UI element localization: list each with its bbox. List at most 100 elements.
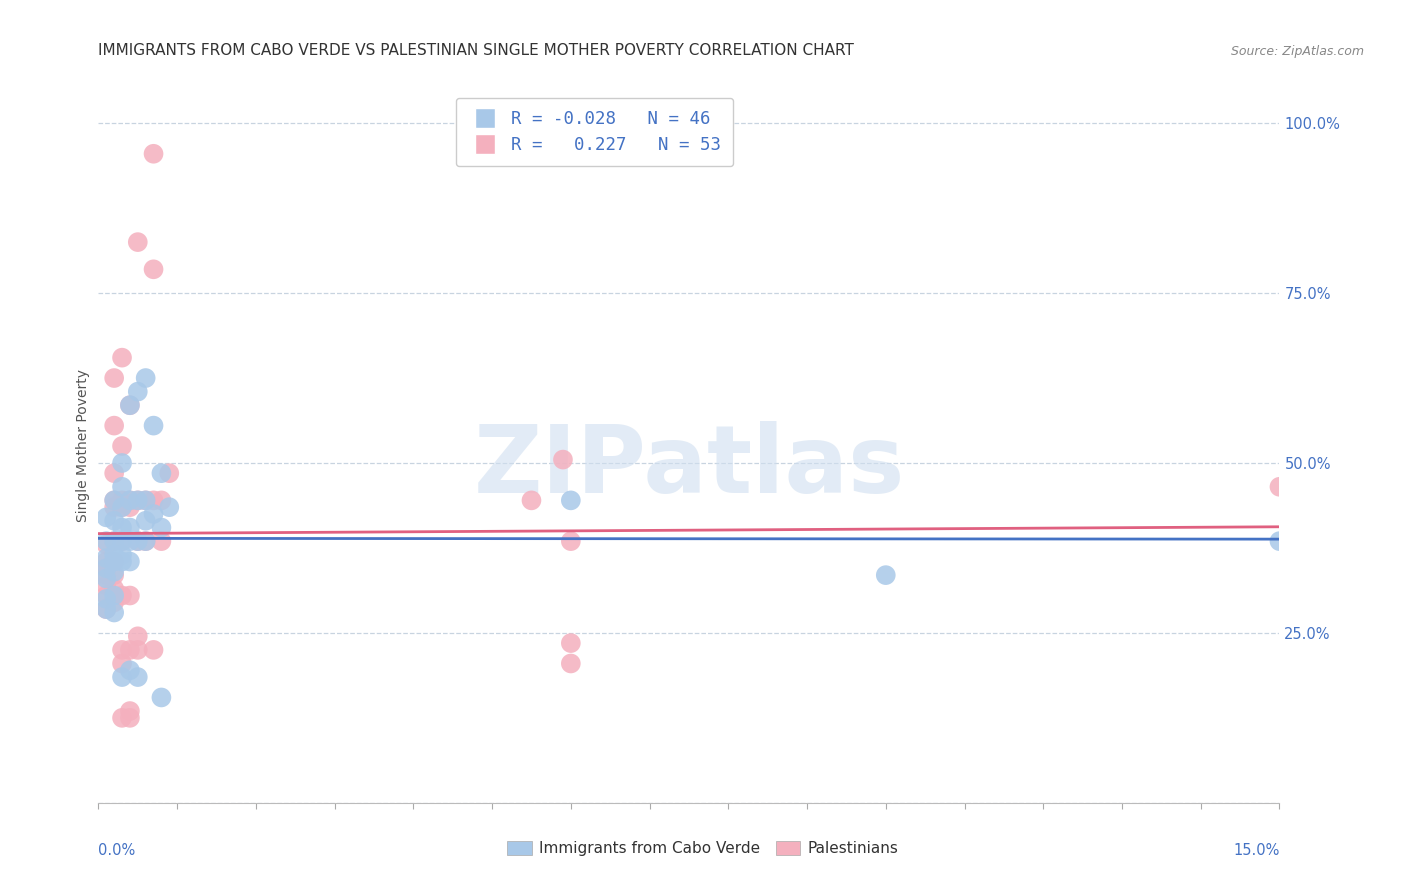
Point [111,500,134,515]
Text: Source: ZipAtlas.com: Source: ZipAtlas.com [1230,45,1364,58]
Point [96,572,118,586]
Point [103,371,125,385]
Point [118,520,141,534]
Point [103,589,125,603]
Point [96,537,118,551]
Point [103,548,125,562]
Point [111,500,134,515]
Point [157,466,180,480]
Point [127,643,149,657]
Point [96,561,118,575]
Y-axis label: Single Mother Poverty: Single Mother Poverty [76,369,90,523]
Point [96,534,118,549]
Point [111,456,134,470]
Point [135,371,157,385]
Point [118,643,141,657]
Point [103,568,125,582]
Point [96,555,118,569]
Point [103,595,125,609]
Point [118,398,141,412]
Point [127,534,149,549]
Point [103,582,125,596]
Point [111,493,134,508]
Point [127,629,149,643]
Point [118,493,141,508]
Point [127,235,149,249]
Point [150,534,173,549]
Text: IMMIGRANTS FROM CABO VERDE VS PALESTINIAN SINGLE MOTHER POVERTY CORRELATION CHAR: IMMIGRANTS FROM CABO VERDE VS PALESTINIA… [98,43,855,58]
Point [135,514,157,528]
Point [560,657,582,671]
Point [560,636,582,650]
Point [96,602,118,616]
Point [150,520,173,534]
Point [111,555,134,569]
Point [118,663,141,677]
Point [103,534,125,549]
Point [142,507,165,521]
Point [127,384,149,399]
Legend: R = -0.028   N = 46, R =   0.227   N = 53: R = -0.028 N = 46, R = 0.227 N = 53 [456,98,733,166]
Point [118,589,141,603]
Point [135,534,157,549]
Point [111,657,134,671]
Point [127,670,149,684]
Point [111,670,134,684]
Point [103,565,125,579]
Text: 0.0%: 0.0% [98,843,135,858]
Point [103,534,125,549]
Point [560,493,582,508]
Point [142,643,165,657]
Point [127,534,149,549]
Point [96,602,118,616]
Point [111,534,134,549]
Point [150,690,173,705]
Point [96,510,118,524]
Point [135,534,157,549]
Point [875,568,897,582]
Text: 15.0%: 15.0% [1233,843,1279,858]
Point [142,262,165,277]
Point [118,555,141,569]
Point [103,555,125,569]
Point [111,711,134,725]
Point [111,548,134,562]
Point [150,493,173,508]
Point [157,500,180,515]
Point [103,493,125,508]
Point [103,493,125,508]
Point [560,534,582,549]
Point [118,493,141,508]
Point [111,480,134,494]
Point [111,351,134,365]
Point [96,589,118,603]
Point [103,418,125,433]
Point [127,493,149,508]
Point [135,493,157,508]
Point [103,500,125,515]
Point [551,452,574,467]
Point [111,534,134,549]
Point [111,589,134,603]
Point [96,591,118,606]
Point [118,704,141,718]
Point [111,643,134,657]
Point [142,146,165,161]
Point [118,534,141,549]
Point [127,493,149,508]
Text: ZIPatlas: ZIPatlas [474,421,904,514]
Point [142,493,165,508]
Point [103,555,125,569]
Point [1268,534,1291,549]
Point [118,398,141,412]
Point [135,493,157,508]
Point [1268,480,1291,494]
Legend: Immigrants from Cabo Verde, Palestinians: Immigrants from Cabo Verde, Palestinians [501,835,905,862]
Point [103,466,125,480]
Point [118,711,141,725]
Point [96,578,118,592]
Point [520,493,543,508]
Point [96,551,118,566]
Point [150,466,173,480]
Point [118,500,141,515]
